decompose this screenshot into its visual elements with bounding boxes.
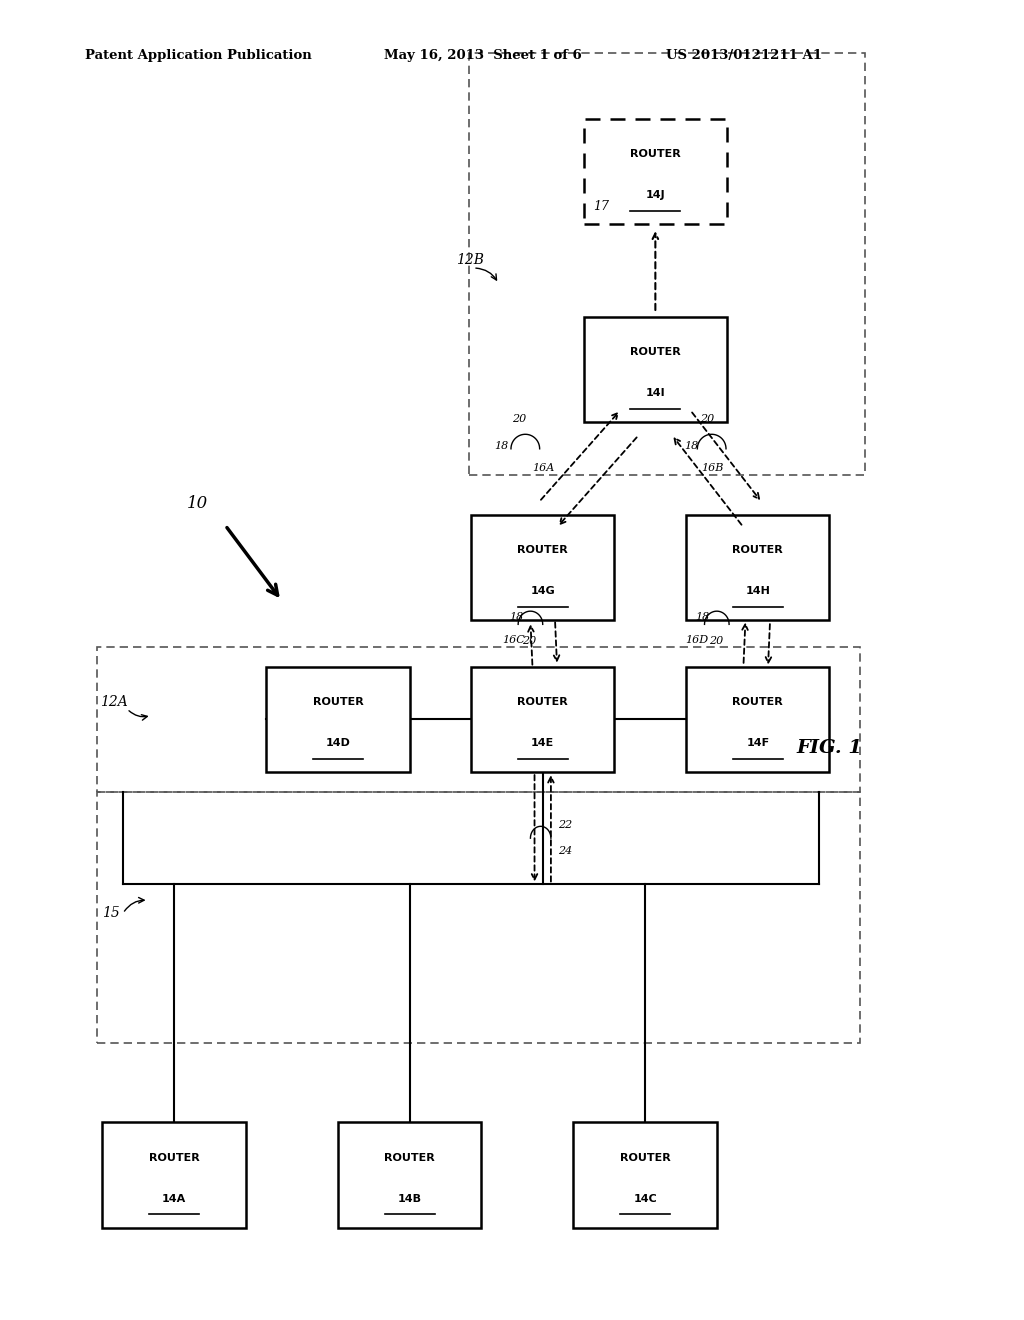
Bar xyxy=(97,647,860,792)
Bar xyxy=(686,515,829,620)
Bar xyxy=(97,792,860,1043)
Text: ROUTER: ROUTER xyxy=(620,1152,671,1163)
Text: 22: 22 xyxy=(558,820,572,830)
Text: 14A: 14A xyxy=(162,1193,186,1204)
Bar xyxy=(573,1122,717,1228)
Bar xyxy=(471,667,614,772)
Text: 14E: 14E xyxy=(531,738,554,748)
Text: ROUTER: ROUTER xyxy=(732,545,783,556)
Bar xyxy=(338,1122,481,1228)
Text: 18: 18 xyxy=(509,612,523,623)
Text: 20: 20 xyxy=(709,636,723,647)
Text: 16B: 16B xyxy=(701,463,724,474)
Text: 10: 10 xyxy=(186,495,208,512)
Bar xyxy=(584,119,727,224)
Text: US 2013/0121211 A1: US 2013/0121211 A1 xyxy=(666,49,821,62)
Bar xyxy=(471,515,614,620)
Text: 18: 18 xyxy=(495,441,509,451)
Text: ROUTER: ROUTER xyxy=(732,697,783,708)
Text: 14B: 14B xyxy=(397,1193,422,1204)
Text: Patent Application Publication: Patent Application Publication xyxy=(85,49,311,62)
Text: 20: 20 xyxy=(512,414,526,425)
Bar xyxy=(102,1122,246,1228)
Text: ROUTER: ROUTER xyxy=(630,347,681,358)
Text: 14D: 14D xyxy=(326,738,350,748)
Bar xyxy=(686,667,829,772)
Text: 14I: 14I xyxy=(645,388,666,399)
Text: 17: 17 xyxy=(593,199,609,213)
Bar xyxy=(584,317,727,422)
Text: 20: 20 xyxy=(522,636,537,647)
Bar xyxy=(266,667,410,772)
Text: 14C: 14C xyxy=(633,1193,657,1204)
Text: 20: 20 xyxy=(700,414,715,425)
Bar xyxy=(469,53,865,475)
Text: May 16, 2013  Sheet 1 of 6: May 16, 2013 Sheet 1 of 6 xyxy=(384,49,582,62)
Text: 14H: 14H xyxy=(745,586,770,597)
Text: ROUTER: ROUTER xyxy=(312,697,364,708)
Text: 12A: 12A xyxy=(100,696,128,709)
Text: ROUTER: ROUTER xyxy=(148,1152,200,1163)
Text: 16A: 16A xyxy=(532,463,555,474)
Text: 18: 18 xyxy=(695,612,710,623)
Text: 24: 24 xyxy=(558,846,572,857)
Text: 16D: 16D xyxy=(685,635,709,645)
Text: 16C: 16C xyxy=(502,635,524,645)
Text: 12B: 12B xyxy=(456,253,483,267)
Text: ROUTER: ROUTER xyxy=(517,697,568,708)
Text: 14G: 14G xyxy=(530,586,555,597)
Text: ROUTER: ROUTER xyxy=(630,149,681,160)
Text: 18: 18 xyxy=(684,441,698,451)
Text: ROUTER: ROUTER xyxy=(384,1152,435,1163)
Text: 14J: 14J xyxy=(645,190,666,201)
Text: 15: 15 xyxy=(102,907,120,920)
Text: FIG. 1: FIG. 1 xyxy=(797,739,862,758)
Text: ROUTER: ROUTER xyxy=(517,545,568,556)
Text: 14F: 14F xyxy=(746,738,769,748)
